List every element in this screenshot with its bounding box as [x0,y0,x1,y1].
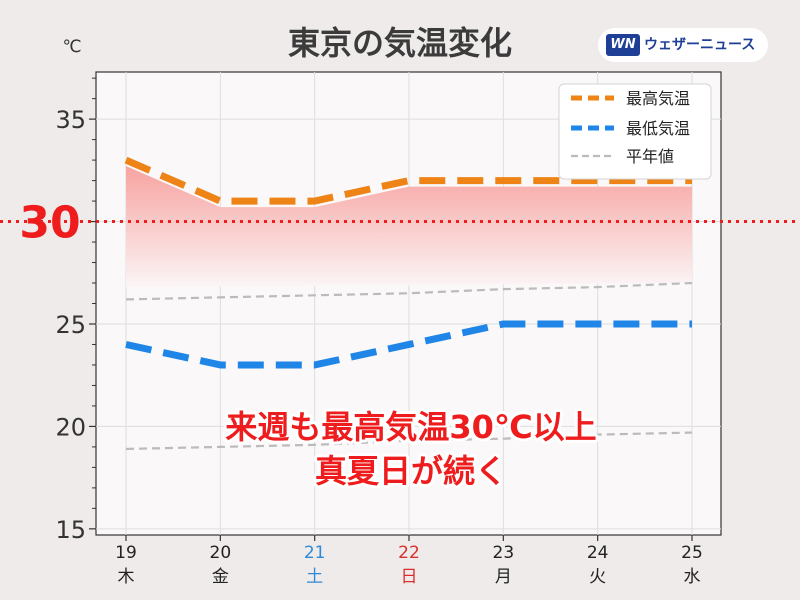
series-line-最低気温 [125,320,692,369]
x-tick-label-weekday: 金 [212,567,229,587]
series-line-平年値 [125,281,693,301]
y-unit-label: ℃ [62,37,81,57]
page-title: 東京の気温変化 [288,24,512,62]
weathernews-logo-icon: WN [606,34,640,56]
legend: 最高気温 最低気温 平年値 [558,83,712,180]
y-tick-label: 35 [55,106,86,134]
y-tick-label: 20 [55,413,86,441]
x-tick-label-weekday: 水 [684,567,701,587]
x-tick-label-weekday: 火 [589,567,606,587]
x-tick-label-day: 25 [681,543,703,563]
legend-normal-label: 平年値 [626,147,674,166]
x-tick-label-day: 20 [210,543,232,563]
x-tick-label-day: 22 [398,543,420,563]
brand-name: ウェザーニュース [644,37,756,53]
series-layer [124,156,693,451]
y-tick-label: 15 [55,516,86,544]
max-temp-fill-band [126,166,692,288]
legend-max-label: 最高気温 [626,89,690,108]
legend-min-label: 最低気温 [626,119,690,138]
y-tick-label: 25 [55,311,86,339]
x-tick-label-weekday: 月 [495,567,512,587]
tick-labels: 15 20 25 35 19 木 20 金 21 土 22 日 23 月 24 火 25 水 [55,77,703,587]
x-tick-label-day: 23 [493,543,515,563]
series-line-normal-low [125,431,693,451]
x-tick-label-day: 21 [304,543,326,563]
x-tick-label-weekday: 木 [118,567,135,587]
x-tick-label-weekday: 土 [306,567,323,587]
callout-line-1: 来週も最高気温30℃以上 [225,408,596,446]
x-tick-label-day: 24 [587,543,609,563]
grid [96,72,721,535]
brand-logo: WN ウェザーニュース [598,28,768,62]
x-tick-label-weekday: 日 [401,567,418,587]
x-tick-label-day: 19 [115,543,137,563]
callout-line-2: 真夏日が続く [315,452,507,490]
threshold-30-label: 30 [19,198,80,249]
